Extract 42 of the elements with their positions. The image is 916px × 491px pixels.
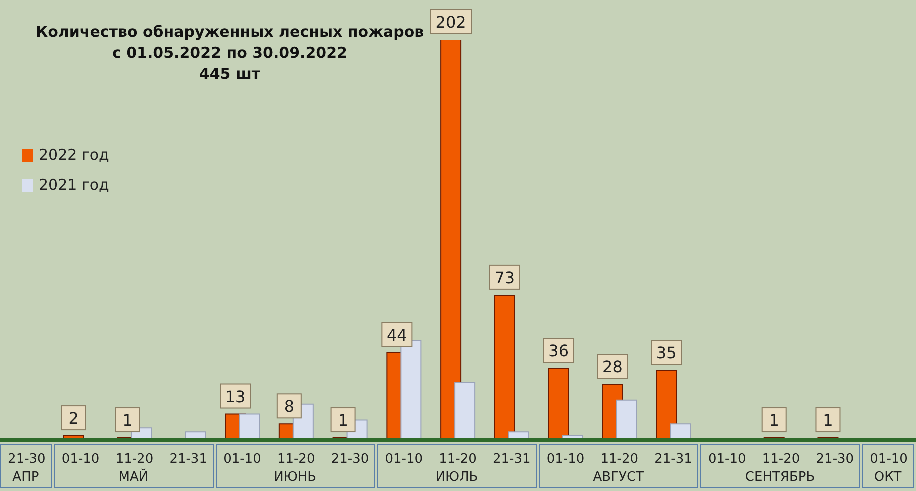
text: АВГУСТ bbox=[592, 470, 645, 485]
data-label: 202 bbox=[436, 13, 466, 32]
data-label: 2 bbox=[68, 409, 79, 428]
annotation: 445 шт bbox=[198, 64, 262, 85]
data-label: 28 bbox=[602, 358, 623, 377]
x-tick-label: 21-31 bbox=[654, 452, 692, 468]
x-tick-label: 01-10 bbox=[870, 452, 908, 468]
x-tick-label: 11-20 bbox=[600, 452, 639, 468]
x-tick-label: 21-31 bbox=[170, 452, 208, 468]
text: ОКТ bbox=[873, 470, 903, 485]
data-label: 13 bbox=[225, 387, 246, 406]
x-tick-label: 21-30 bbox=[816, 452, 854, 468]
x-tick-label: 01-10 bbox=[224, 452, 262, 468]
x-tick-label: 21-30 bbox=[8, 452, 46, 468]
x-tick-label: 21-30 bbox=[331, 452, 370, 468]
x-tick-label: 11-20 bbox=[116, 452, 154, 468]
data-label: 8 bbox=[284, 397, 295, 416]
legend-label: 2021 год bbox=[39, 175, 110, 196]
data-label: 73 bbox=[494, 268, 516, 288]
data-label: 1 bbox=[122, 411, 133, 430]
data-label: 44 bbox=[386, 326, 408, 345]
text: МАЙ bbox=[118, 470, 150, 485]
data-label: 1 bbox=[823, 411, 834, 430]
x-tick-label: 01-10 bbox=[546, 452, 585, 468]
text: АПР bbox=[12, 470, 40, 485]
x-tick-label: 11-20 bbox=[762, 452, 800, 468]
data-label: 36 bbox=[548, 342, 570, 361]
data-label: 1 bbox=[338, 411, 348, 430]
x-tick-label: 01-10 bbox=[62, 452, 100, 468]
x-tick-label: 01-10 bbox=[708, 452, 746, 468]
data-label: 35 bbox=[656, 344, 677, 363]
x-tick-label: 21-31 bbox=[492, 452, 531, 468]
chart-title: Количество обнаруженных лесных пожаров bbox=[36, 23, 424, 41]
data-label: 1 bbox=[769, 411, 780, 430]
legend-label: 2022 год bbox=[39, 145, 110, 166]
x-tick-label: 11-20 bbox=[439, 452, 477, 468]
x-tick-label: 11-20 bbox=[277, 452, 316, 468]
chart-subtitle: с 01.05.2022 по 30.09.2022 bbox=[111, 43, 348, 64]
x-tick-label: 01-10 bbox=[385, 452, 424, 468]
text: СЕНТЯБРЬ bbox=[744, 470, 816, 485]
text: ИЮНЬ bbox=[273, 470, 318, 485]
text: ИЮЛЬ bbox=[434, 470, 480, 485]
